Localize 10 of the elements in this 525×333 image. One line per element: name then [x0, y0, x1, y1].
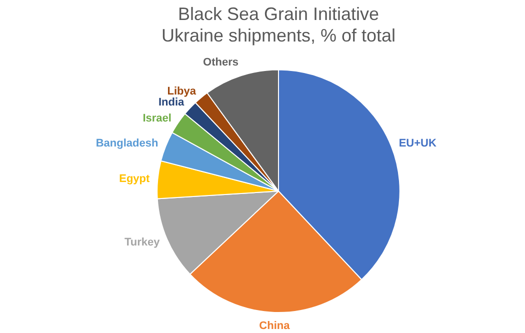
slice-label: Israel — [142, 112, 172, 124]
slice-label: Turkey — [124, 236, 161, 249]
slice-label: EU+UK — [398, 137, 436, 150]
slice-label: Bangladesh — [96, 137, 158, 150]
slice-label: Libya — [167, 85, 197, 98]
slice-label: Egypt — [119, 172, 150, 185]
slice-label: India — [158, 96, 186, 109]
chart-title: Black Sea Grain Initiative Ukraine shipments, % of total — [161, 4, 396, 46]
slice-label: China — [259, 320, 291, 332]
slice-label: Others — [203, 56, 239, 69]
